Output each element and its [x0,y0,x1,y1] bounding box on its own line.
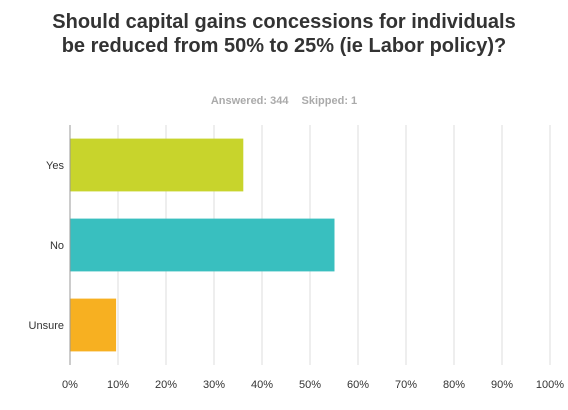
bars [70,138,335,352]
response-stats: Answered: 344 Skipped: 1 [0,95,568,107]
x-tick-label: 20% [155,379,177,391]
x-tick-label: 70% [395,379,417,391]
x-tick-label: 100% [536,379,564,391]
x-tick-label: 60% [347,379,369,391]
x-axis-ticks: 0% 10% 20% 30% 40% 50% 60% 70% 80% 90% 100% [62,379,564,391]
x-tick-label: 0% [62,379,78,391]
skipped-count: Skipped: 1 [301,95,358,107]
answered-count: Answered: 344 [210,95,289,107]
x-tick-label: 90% [491,379,513,391]
x-tick-label: 80% [443,379,465,391]
bar-no [70,218,335,272]
x-tick-label: 30% [203,379,225,391]
x-tick-label: 50% [299,379,321,391]
category-labels: Yes No Unsure [29,160,65,332]
bar-unsure [70,298,117,352]
bar-yes [70,138,244,192]
question-title: Should capital gains concessions for ind… [52,11,516,57]
category-label: Yes [46,160,64,172]
category-label: No [50,240,64,252]
x-tick-label: 40% [251,379,273,391]
x-tick-label: 10% [107,379,129,391]
category-label: Unsure [29,320,64,332]
